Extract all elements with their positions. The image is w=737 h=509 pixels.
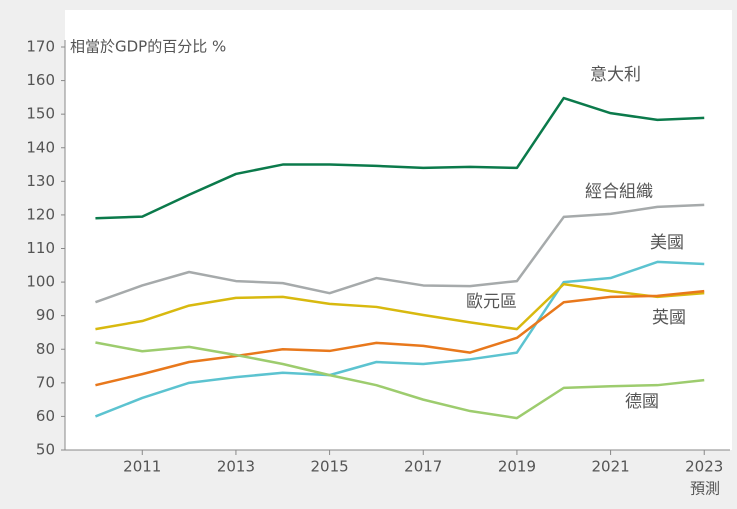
y-tick-label: 50 xyxy=(36,441,55,459)
series-label: 意大利 xyxy=(590,65,641,85)
y-tick-label: 60 xyxy=(36,407,55,425)
x-tick-label: 2021 xyxy=(591,458,629,476)
y-tick-label: 150 xyxy=(26,105,55,123)
series-label: 美國 xyxy=(650,233,684,253)
y-axis-label: 相當於GDP的百分比 % xyxy=(70,38,226,56)
forecast-note: 預測 xyxy=(690,480,720,498)
y-tick-label: 170 xyxy=(26,38,55,56)
series-label: 經合組織 xyxy=(585,182,653,202)
series-line xyxy=(95,203,705,304)
series-line xyxy=(95,341,705,420)
y-tick-label: 120 xyxy=(26,205,55,223)
series-label: 德國 xyxy=(625,392,659,412)
x-tick-label: 2015 xyxy=(311,458,349,476)
y-tick-label: 110 xyxy=(26,239,55,257)
y-tick-label: 90 xyxy=(36,306,55,324)
series-line xyxy=(94,260,705,418)
y-tick-label: 130 xyxy=(26,172,55,190)
series-line xyxy=(95,282,705,331)
series-label: 歐元區 xyxy=(466,292,517,312)
y-tick-label: 160 xyxy=(26,71,55,89)
y-tick-label: 80 xyxy=(36,340,55,358)
y-tick-label: 100 xyxy=(26,273,55,291)
x-tick-label: 2011 xyxy=(123,458,161,476)
y-tick-label: 140 xyxy=(26,138,55,156)
plot-area xyxy=(65,10,732,450)
series-label: 英國 xyxy=(652,308,686,328)
x-tick-label: 2023 xyxy=(685,458,723,476)
series-line xyxy=(95,289,705,387)
x-tick-label: 2017 xyxy=(404,458,442,476)
y-tick-label: 70 xyxy=(36,373,55,391)
series-line xyxy=(95,96,705,220)
x-tick-label: 2013 xyxy=(217,458,255,476)
x-tick-label: 2019 xyxy=(498,458,536,476)
